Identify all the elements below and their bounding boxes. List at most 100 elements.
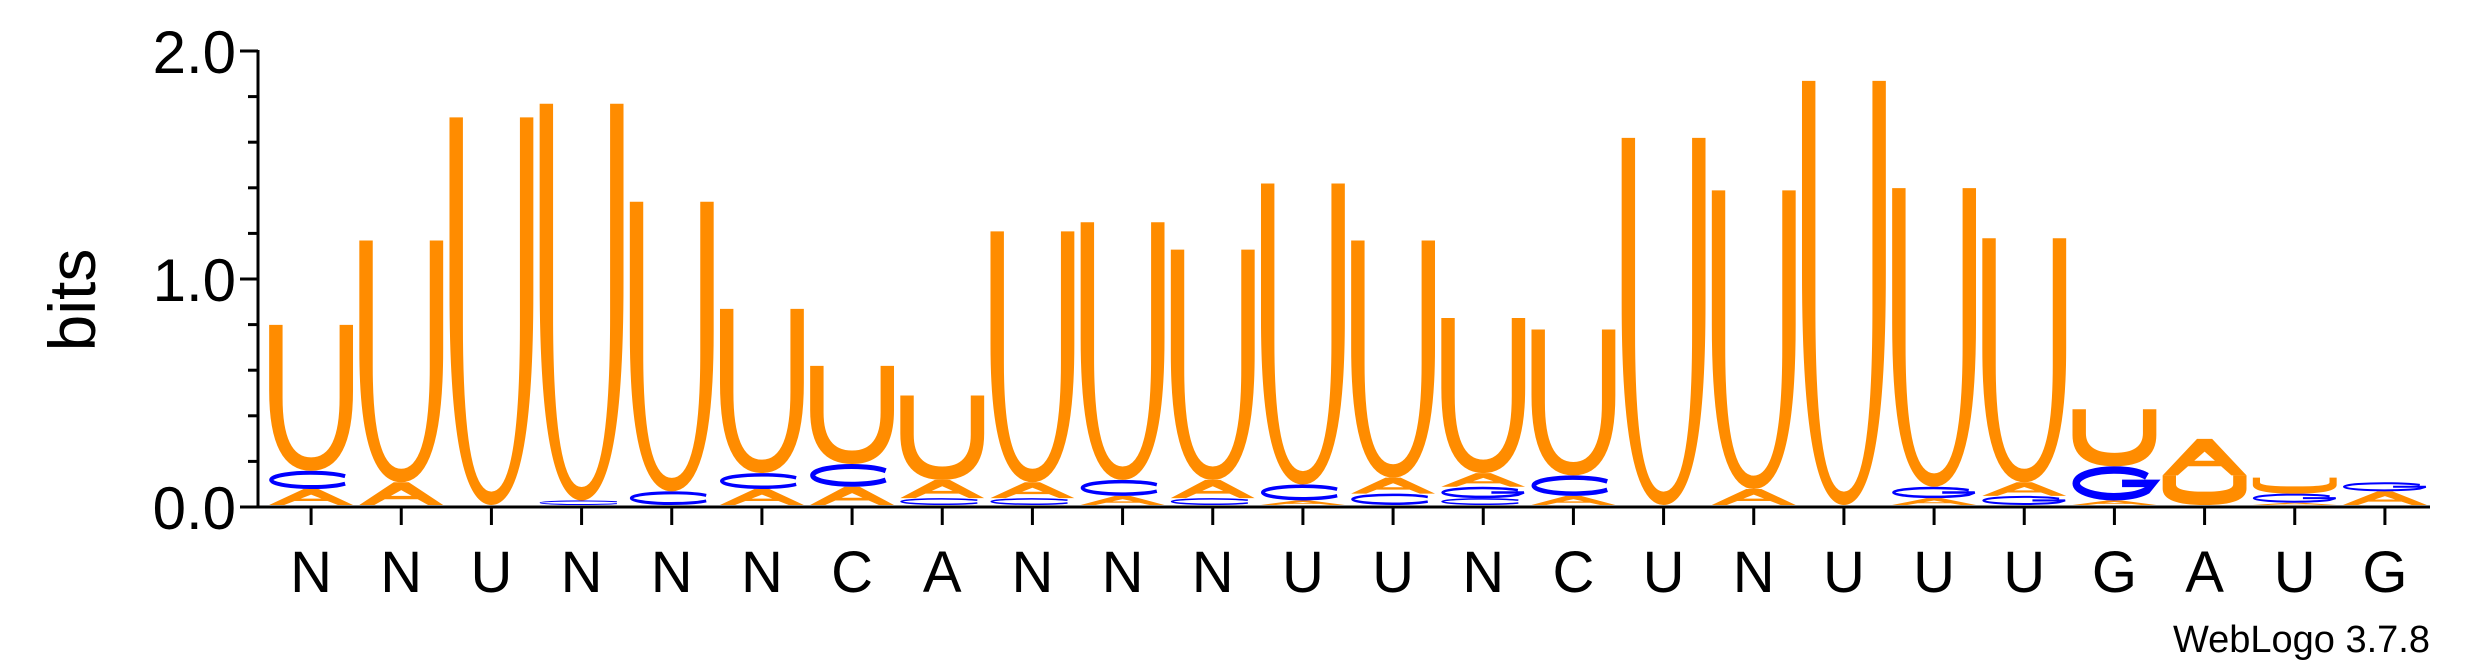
glyph-a xyxy=(900,479,985,499)
x-tick-label: C xyxy=(1552,540,1594,605)
letter-stack xyxy=(1351,240,1436,505)
glyph-a xyxy=(1982,482,2067,496)
x-tick-label: G xyxy=(2092,540,2137,605)
letter-stack xyxy=(269,324,354,505)
glyph-u xyxy=(449,117,534,506)
glyph-a xyxy=(2342,491,2427,505)
glyph-c xyxy=(1170,498,1248,505)
glyph-u xyxy=(2072,409,2157,467)
glyph-u xyxy=(900,395,985,480)
letter-stack xyxy=(1170,249,1255,505)
letter-stack xyxy=(900,395,985,505)
letter-stack xyxy=(629,201,714,505)
letter-stack xyxy=(810,365,895,505)
letter-stack xyxy=(990,231,1075,505)
glyph-c xyxy=(990,498,1068,505)
glyph-a xyxy=(1080,495,1165,505)
x-tick-label: N xyxy=(1462,540,1504,605)
x-tick-label: U xyxy=(1643,540,1685,605)
glyph-u xyxy=(719,308,804,474)
x-tick-label: C xyxy=(831,540,873,605)
glyph-u xyxy=(2162,475,2247,505)
x-tick-label: N xyxy=(1011,540,1053,605)
glyph-a xyxy=(359,482,444,505)
glyph-u xyxy=(1982,238,2067,483)
glyph-a xyxy=(810,486,895,505)
glyph-u xyxy=(1441,318,1526,474)
glyph-u xyxy=(359,240,444,483)
glyph-g xyxy=(2072,466,2161,501)
glyph-a xyxy=(1711,489,1796,505)
letter-stack xyxy=(2252,477,2337,505)
x-tick-label: U xyxy=(1823,540,1865,605)
glyph-u xyxy=(269,324,354,471)
letter-stack xyxy=(449,117,534,506)
x-tick-label: U xyxy=(2003,540,2045,605)
letter-stack xyxy=(359,240,444,505)
glyph-g xyxy=(2342,482,2427,492)
x-tick-label: N xyxy=(741,540,783,605)
glyph-u xyxy=(539,103,624,501)
letter-stack xyxy=(1711,190,1796,505)
glyph-a xyxy=(2162,438,2247,476)
x-tick-label: N xyxy=(380,540,422,605)
glyph-g xyxy=(1982,495,2066,505)
glyph-c xyxy=(539,500,617,505)
glyph-a xyxy=(1170,479,1255,499)
letter-stack xyxy=(1892,188,1977,505)
glyph-u xyxy=(1531,329,1616,476)
letter-stack xyxy=(1080,222,1165,505)
glyph-c xyxy=(900,498,978,505)
glyph-u xyxy=(810,365,895,464)
glyph-a xyxy=(1531,495,1616,505)
glyph-a xyxy=(2072,500,2157,505)
x-tick-label: U xyxy=(1282,540,1324,605)
glyph-u xyxy=(1260,183,1345,485)
letter-stack xyxy=(2162,438,2247,505)
x-tick-label: N xyxy=(1192,540,1234,605)
y-tick-label: 1.0 xyxy=(153,247,236,314)
x-tick-label: N xyxy=(651,540,693,605)
x-tick-label: N xyxy=(1102,540,1144,605)
x-tick-label: A xyxy=(2185,540,2224,605)
glyph-g xyxy=(2252,493,2336,503)
glyph-c xyxy=(269,470,346,490)
glyph-c xyxy=(1260,484,1338,501)
glyph-a xyxy=(1351,477,1436,494)
glyph-c xyxy=(1080,479,1158,496)
letter-stack xyxy=(1621,137,1706,506)
y-axis-label: bits xyxy=(35,249,109,352)
glyph-u xyxy=(990,231,1075,483)
glyph-a xyxy=(990,482,1075,499)
letter-stack xyxy=(1260,183,1345,505)
glyph-a xyxy=(1260,500,1345,505)
weblogo-credit: WebLogo 3.7.8 xyxy=(2173,619,2430,661)
glyph-a xyxy=(719,489,804,505)
x-tick-label: A xyxy=(923,540,962,605)
glyph-a xyxy=(1441,473,1526,487)
glyph-u xyxy=(1801,80,1886,506)
glyph-c xyxy=(810,463,887,487)
letter-stack xyxy=(1982,238,2067,505)
glyph-u xyxy=(1892,188,1977,487)
glyph-c xyxy=(719,473,797,490)
glyph-u xyxy=(1711,190,1796,490)
glyph-a xyxy=(269,489,354,505)
x-tick-label: N xyxy=(561,540,603,605)
x-tick-label: U xyxy=(1372,540,1414,605)
letter-stack xyxy=(1441,318,1526,505)
letter-stack xyxy=(1531,329,1616,505)
letter-stack xyxy=(539,103,624,505)
glyph-u xyxy=(1170,249,1255,480)
glyph-u xyxy=(1621,137,1706,506)
glyph-c xyxy=(629,491,707,505)
letter-stack xyxy=(2072,409,2161,505)
x-tick-label: U xyxy=(2274,540,2316,605)
x-tick-label: U xyxy=(470,540,512,605)
glyph-g xyxy=(1441,486,1525,499)
x-tick-label: U xyxy=(1913,540,1955,605)
y-ticks: 0.0 1.0 2.0 xyxy=(153,19,258,542)
x-tick-label: N xyxy=(1733,540,1775,605)
y-tick-label: 0.0 xyxy=(153,475,236,542)
